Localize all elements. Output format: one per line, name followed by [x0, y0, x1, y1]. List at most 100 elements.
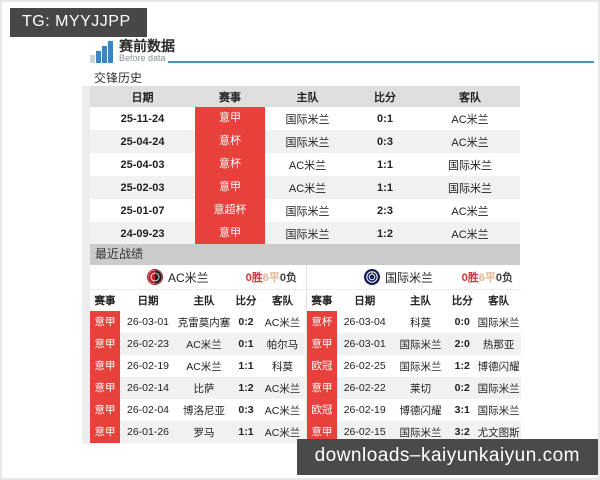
col-header-home: 主队 — [296, 91, 319, 104]
cell-away-team: 国际米兰 — [477, 382, 520, 395]
h2h-table-body: 25-11-24 意甲 国际米兰 0:1 AC米兰 25-04-24 意杯 国际… — [90, 107, 520, 245]
table-row: 意甲 26-02-15 国际米兰 3:2 尤文图斯 — [307, 421, 521, 443]
cell-date: 26-02-19 — [126, 360, 170, 372]
cell-competition: 意甲 — [195, 107, 265, 130]
table-row: 24-09-23 意甲 国际米兰 1:2 AC米兰 — [90, 222, 520, 245]
cell-score: 0:3 — [377, 135, 393, 148]
col-header-date: 日期 — [354, 295, 376, 307]
cell-score: 3:2 — [454, 426, 470, 438]
record-wins: 0胜 — [461, 272, 479, 284]
cell-away-team: AC米兰 — [451, 205, 489, 218]
watermark-overlay: downloads–kaiyunkaiyun.com — [296, 439, 598, 475]
cell-competition: 意甲 — [90, 377, 120, 399]
recent-panel-inter-milan: 国际米兰 0胜6平0负 赛事 日期 主队 比分 客队 意杯 26-03-04 科… — [306, 265, 521, 443]
cell-competition: 意甲 — [90, 355, 120, 377]
cell-date: 26-03-01 — [343, 338, 386, 350]
cell-home-team: 国际米兰 — [285, 228, 330, 241]
cell-home-team: 国际米兰 — [399, 360, 442, 373]
cell-competition: 意杯 — [195, 130, 265, 153]
col-header-comp: 赛事 — [311, 295, 333, 307]
cell-away-team: AC米兰 — [264, 316, 301, 329]
cell-date: 26-03-04 — [343, 316, 386, 328]
cell-home-team: AC米兰 — [186, 338, 222, 351]
cell-score: 0:1 — [238, 338, 254, 350]
cell-score: 2:3 — [377, 204, 393, 217]
cell-date: 26-02-22 — [343, 382, 386, 394]
recent-header-row: 赛事 日期 主队 比分 客队 — [307, 290, 521, 311]
col-header-score: 比分 — [451, 295, 473, 307]
cell-competition: 意甲 — [307, 421, 337, 443]
cell-date: 24-09-23 — [120, 227, 165, 240]
col-header-score: 比分 — [374, 91, 396, 104]
table-row: 意甲 26-02-04 博洛尼亚 0:3 AC米兰 — [90, 399, 305, 421]
team-record: 0胜6平0负 — [462, 269, 521, 285]
cell-home-team: 克雷莫内塞 — [177, 316, 231, 329]
cell-away-team: AC米兰 — [451, 113, 489, 126]
cell-score: 3:1 — [454, 404, 470, 416]
cell-score: 1:1 — [377, 181, 393, 194]
table-row: 意甲 26-03-01 国际米兰 2:0 热那亚 — [307, 333, 521, 355]
cell-home-team: 国际米兰 — [285, 113, 330, 126]
cell-home-team: 国际米兰 — [285, 136, 330, 149]
cell-score: 1:2 — [377, 227, 393, 240]
cell-date: 26-02-15 — [343, 426, 386, 438]
cell-date: 26-02-23 — [126, 338, 170, 350]
col-header-date: 日期 — [137, 295, 159, 307]
cell-score: 0:2 — [454, 382, 470, 394]
table-row: 意甲 26-02-22 莱切 0:2 国际米兰 — [307, 377, 521, 399]
team-name: 国际米兰 — [385, 270, 434, 285]
team-header: AC米兰 0胜6平0负 — [90, 265, 305, 290]
cell-home-team: 比萨 — [193, 382, 215, 395]
cell-home-team: 博德闪耀 — [399, 404, 442, 417]
cell-date: 26-02-19 — [343, 404, 386, 416]
logo-title: 赛前数据 — [119, 38, 175, 54]
cell-competition: 意甲 — [307, 333, 337, 355]
tg-contact-label: TG: MYYJJPP — [10, 8, 147, 37]
page-gutter — [82, 86, 90, 444]
cell-away-team: 热那亚 — [482, 338, 515, 351]
cell-home-team: AC米兰 — [288, 182, 327, 195]
cell-competition: 意甲 — [90, 399, 120, 421]
section-title-recent: 最近战绩 — [90, 244, 520, 265]
recent-table-body: 意杯 26-03-04 科莫 0:0 国际米兰 意甲 26-03-01 国际米兰… — [307, 311, 521, 443]
recent-table: 赛事 日期 主队 比分 客队 意甲 26-03-01 克雷莫内塞 0:2 AC米… — [90, 290, 305, 443]
bar-chart-logo-icon — [90, 41, 114, 63]
cell-score: 1:1 — [238, 426, 254, 438]
cell-score: 1:1 — [377, 158, 393, 171]
cell-score: 0:2 — [238, 316, 254, 328]
col-header-away: 客队 — [488, 295, 510, 307]
cell-competition: 意甲 — [195, 176, 265, 199]
cell-score: 1:2 — [238, 382, 254, 394]
header-divider-line — [168, 61, 594, 63]
cell-away-team: 尤文图斯 — [477, 426, 520, 439]
table-row: 欧冠 26-02-19 博德闪耀 3:1 国际米兰 — [307, 399, 521, 421]
ac-milan-logo-icon — [147, 269, 163, 285]
team-header: 国际米兰 0胜6平0负 — [307, 265, 521, 290]
cell-away-team: 博德闪耀 — [477, 360, 520, 373]
record-losses: 0负 — [495, 272, 513, 284]
cell-away-team: 国际米兰 — [448, 159, 492, 172]
cell-away-team: AC米兰 — [451, 136, 489, 149]
table-row: 意甲 26-01-26 罗马 1:1 AC米兰 — [90, 421, 305, 443]
cell-competition: 意甲 — [195, 222, 265, 245]
cell-home-team: 莱切 — [409, 382, 431, 395]
cell-away-team: AC米兰 — [264, 426, 301, 439]
table-row: 25-04-24 意杯 国际米兰 0:3 AC米兰 — [90, 130, 520, 153]
table-row: 意甲 26-02-19 AC米兰 1:1 科莫 — [90, 355, 305, 377]
cell-date: 25-04-03 — [120, 158, 165, 171]
cell-away-team: 科莫 — [272, 360, 293, 373]
table-row: 意杯 26-03-04 科莫 0:0 国际米兰 — [307, 311, 521, 333]
cell-competition: 欧冠 — [307, 399, 337, 421]
table-row: 意甲 26-03-01 克雷莫内塞 0:2 AC米兰 — [90, 311, 305, 333]
record-draws: 6平 — [262, 272, 280, 284]
record-draws: 6平 — [478, 272, 496, 284]
cell-date: 25-04-24 — [120, 135, 165, 148]
cell-competition: 意超杯 — [195, 199, 265, 222]
cell-competition: 意杯 — [307, 311, 337, 333]
team-name: AC米兰 — [168, 270, 209, 285]
cell-competition: 意杯 — [195, 153, 265, 176]
col-header-home: 主队 — [409, 295, 431, 307]
table-row: 欧冠 26-02-25 国际米兰 1:2 博德闪耀 — [307, 355, 521, 377]
section-title-h2h: 交锋历史 — [94, 71, 143, 85]
record-wins: 0胜 — [245, 272, 263, 284]
